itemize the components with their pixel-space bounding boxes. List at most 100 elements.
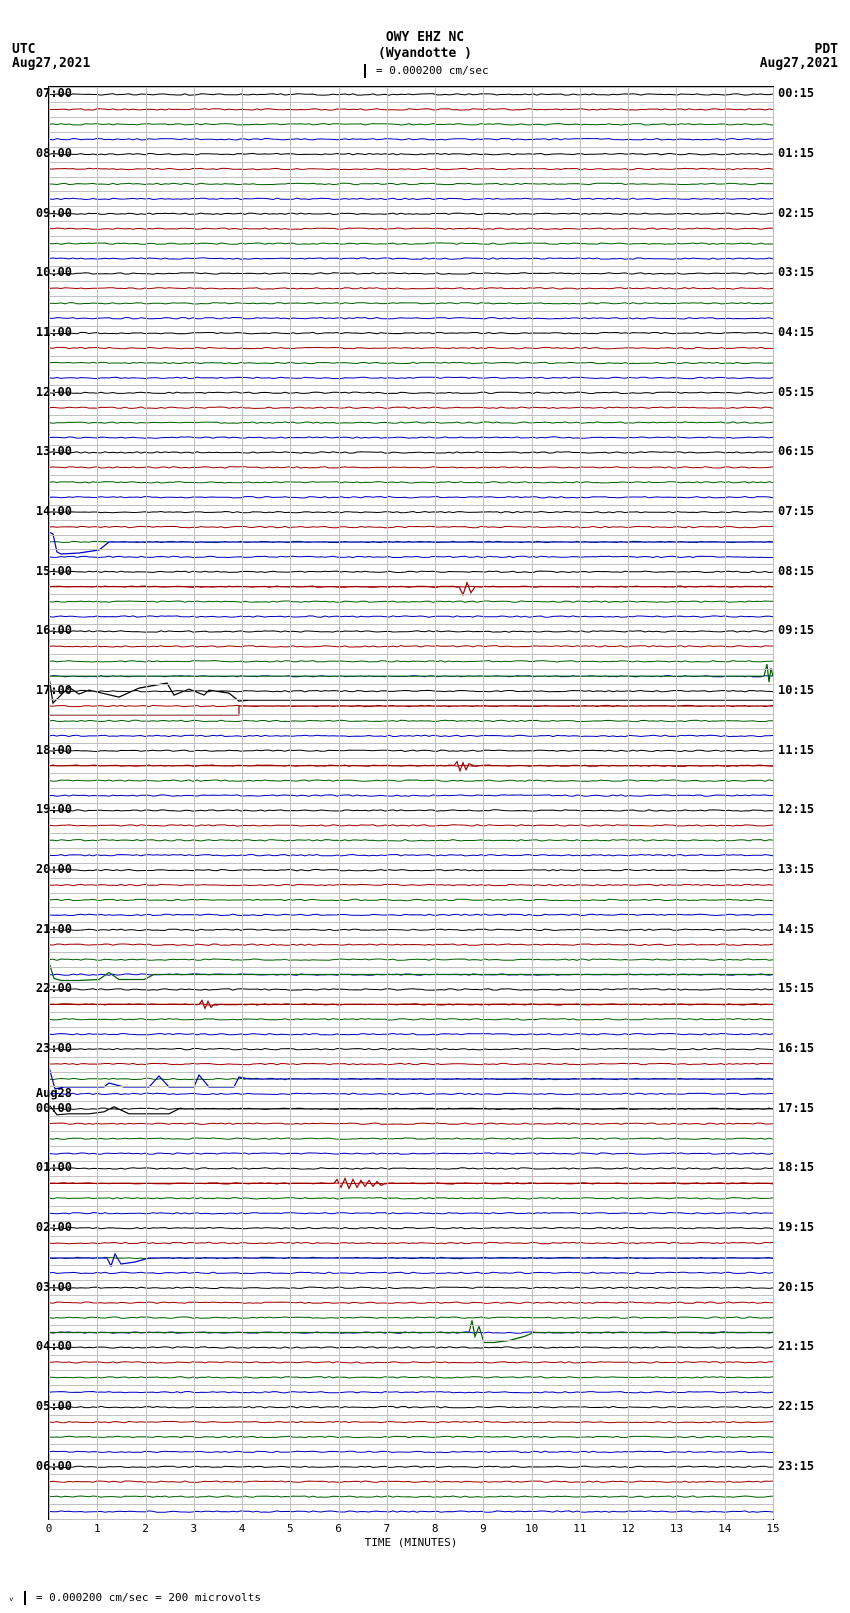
utc-time-label: 13:00	[36, 444, 72, 458]
x-tick-label: 8	[432, 1522, 439, 1535]
seismic-trace	[49, 273, 773, 274]
utc-time-label: 23:00	[36, 1041, 72, 1055]
grid-hline	[49, 1012, 773, 1013]
pdt-time-label: 01:15	[778, 146, 814, 160]
grid-hline	[49, 490, 773, 491]
seismic-trace	[49, 1242, 773, 1243]
grid-hline	[49, 1340, 773, 1341]
seismic-trace	[49, 288, 773, 289]
grid-hline	[49, 833, 773, 834]
grid-hline	[49, 878, 773, 879]
seismic-trace	[49, 780, 773, 781]
seismic-event	[49, 583, 773, 595]
seismic-trace	[49, 795, 773, 796]
pdt-time-label: 12:15	[778, 802, 814, 816]
utc-time-label: 01:00	[36, 1160, 72, 1174]
grid-hline	[49, 505, 773, 506]
seismic-trace	[49, 1362, 773, 1363]
pdt-time-label: 09:15	[778, 623, 814, 637]
scale-bar-icon	[364, 64, 366, 78]
seismic-trace	[49, 735, 773, 736]
station-title: OWY EHZ NC	[0, 30, 850, 45]
seismic-trace	[49, 168, 773, 169]
seismic-trace	[49, 183, 773, 184]
seismic-event	[49, 1254, 773, 1266]
grid-hline	[49, 1400, 773, 1401]
scale-text: = 0.000200 cm/sec	[376, 64, 489, 77]
grid-hline	[49, 1057, 773, 1058]
seismic-trace	[49, 1466, 773, 1467]
grid-hline	[49, 564, 773, 565]
utc-time-label: 16:00	[36, 623, 72, 637]
grid-hline	[49, 177, 773, 178]
utc-time-label: 07:00	[36, 86, 72, 100]
pdt-time-label: 22:15	[778, 1399, 814, 1413]
seismic-trace	[49, 153, 773, 154]
seismic-trace	[49, 1093, 773, 1094]
utc-time-label: 08:00	[36, 146, 72, 160]
grid-hline	[49, 743, 773, 744]
seismic-trace	[49, 884, 773, 885]
seismic-trace	[49, 1287, 773, 1288]
seismic-trace	[49, 213, 773, 214]
grid-hline	[49, 1385, 773, 1386]
grid-hline	[49, 1206, 773, 1207]
grid-hline	[49, 549, 773, 550]
x-tick-label: 11	[573, 1522, 586, 1535]
seismic-trace	[49, 303, 773, 304]
seismic-trace	[49, 869, 773, 870]
seismic-trace	[49, 422, 773, 423]
pdt-time-label: 04:15	[778, 325, 814, 339]
grid-hline	[49, 624, 773, 625]
seismic-trace	[49, 840, 773, 841]
grid-hline	[49, 639, 773, 640]
scale-bar-icon	[24, 1591, 26, 1605]
grid-hline	[49, 221, 773, 222]
grid-hline	[49, 251, 773, 252]
grid-hline	[49, 699, 773, 700]
seismic-trace	[49, 631, 773, 632]
seismic-trace	[49, 646, 773, 647]
seismic-trace	[49, 810, 773, 811]
seismic-trace	[49, 1392, 773, 1393]
grid-hline	[49, 147, 773, 148]
seismic-trace	[49, 989, 773, 990]
seismic-trace	[49, 1019, 773, 1020]
pdt-time-label: 18:15	[778, 1160, 814, 1174]
grid-hline	[49, 788, 773, 789]
x-tick-label: 7	[384, 1522, 391, 1535]
seismic-event	[49, 664, 773, 682]
x-tick-label: 10	[525, 1522, 538, 1535]
seismic-trace	[49, 661, 773, 662]
pdt-time-label: 19:15	[778, 1220, 814, 1234]
grid-hline	[49, 1161, 773, 1162]
grid-hline	[49, 1236, 773, 1237]
seismic-trace	[49, 407, 773, 408]
pdt-time-label: 06:15	[778, 444, 814, 458]
grid-hline	[49, 326, 773, 327]
grid-hline	[49, 102, 773, 103]
grid-hline	[49, 1519, 773, 1520]
x-tick-label: 2	[142, 1522, 149, 1535]
pdt-time-label: 07:15	[778, 504, 814, 518]
timezone-left: UTC	[12, 42, 35, 57]
grid-hline	[49, 1251, 773, 1252]
grid-hline	[49, 982, 773, 983]
grid-hline	[49, 803, 773, 804]
grid-hline	[49, 893, 773, 894]
grid-hline	[49, 669, 773, 670]
seismic-trace	[49, 526, 773, 527]
seismic-trace	[49, 512, 773, 513]
seismic-trace	[49, 855, 773, 856]
grid-hline	[49, 1086, 773, 1087]
seismic-trace	[49, 750, 773, 751]
grid-hline	[49, 863, 773, 864]
utc-time-label: 15:00	[36, 564, 72, 578]
seismic-trace	[49, 124, 773, 125]
date-right: Aug27,2021	[760, 56, 838, 71]
seismic-trace	[49, 929, 773, 930]
grid-hline	[49, 1042, 773, 1043]
grid-hline	[49, 818, 773, 819]
grid-hline	[49, 579, 773, 580]
grid-hline	[49, 684, 773, 685]
